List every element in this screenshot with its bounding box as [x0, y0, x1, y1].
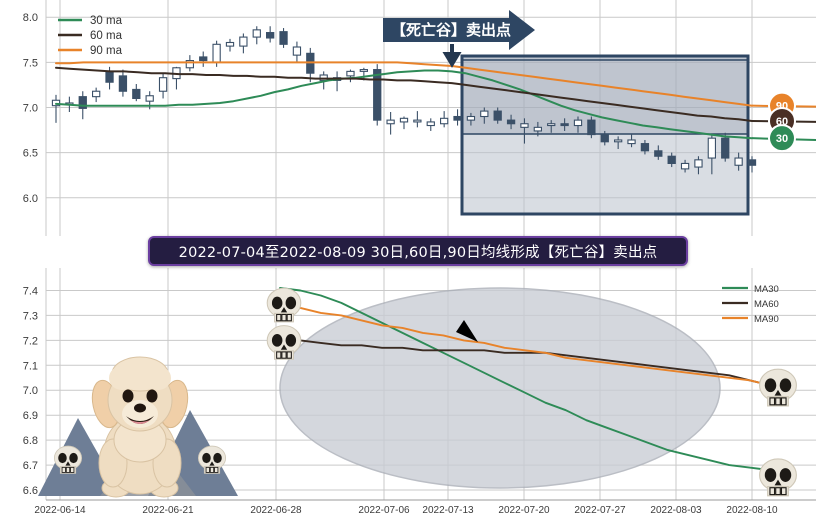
moving-average-lines: [55, 61, 816, 141]
svg-text:8.0: 8.0: [23, 12, 38, 24]
svg-text:7.0: 7.0: [23, 385, 38, 397]
svg-text:2022-08-03: 2022-08-03: [650, 505, 702, 516]
svg-text:30: 30: [776, 133, 788, 145]
svg-text:2022-07-27: 2022-07-27: [574, 505, 626, 516]
bottom-chart-y-axis-labels: 7.4 7.3 7.2 7.1 7.0 6.9 6.8 6.7 6.6: [23, 285, 38, 497]
svg-text:2022-08-10: 2022-08-10: [726, 505, 778, 516]
pointer-arrow: [395, 286, 478, 342]
poodle-illustration: [38, 356, 238, 498]
chart-title-text: 2022-07-04至2022-08-09 30日,60日,90日均线形成【死亡…: [178, 244, 658, 261]
svg-text:30 ma: 30 ma: [90, 15, 123, 27]
svg-text:MA90: MA90: [754, 314, 779, 325]
svg-text:7.0: 7.0: [23, 102, 38, 114]
svg-text:7.5: 7.5: [23, 57, 38, 69]
svg-text:6.8: 6.8: [23, 435, 38, 447]
death-valley-annotation: 【死亡谷】卖出点: [383, 10, 535, 68]
svg-text:60 ma: 60 ma: [90, 30, 123, 42]
svg-text:6.6: 6.6: [23, 485, 38, 497]
bottom-ma-lines: [279, 287, 771, 472]
svg-text:6.7: 6.7: [23, 460, 38, 472]
bottom-chart-legend: MA30 MA60 MA90: [722, 284, 779, 325]
svg-text:2022-06-14: 2022-06-14: [34, 505, 86, 516]
svg-text:6.0: 6.0: [23, 193, 38, 205]
svg-text:2022-07-20: 2022-07-20: [498, 505, 550, 516]
top-chart-y-axis-labels: 8.0 7.5 7.0 6.5 6.0: [23, 12, 38, 205]
svg-text:7.1: 7.1: [23, 360, 38, 372]
chart-title-banner: 2022-07-04至2022-08-09 30日,60日,90日均线形成【死亡…: [148, 236, 688, 266]
svg-text:90 ma: 90 ma: [90, 45, 123, 57]
svg-text:6.5: 6.5: [23, 148, 38, 160]
svg-text:7.2: 7.2: [23, 335, 38, 347]
svg-text:7.4: 7.4: [23, 285, 38, 297]
svg-text:2022-06-28: 2022-06-28: [250, 505, 302, 516]
svg-text:【死亡谷】卖出点: 【死亡谷】卖出点: [391, 21, 511, 39]
svg-text:MA30: MA30: [754, 284, 779, 295]
svg-text:6.9: 6.9: [23, 410, 38, 422]
svg-text:2022-07-06: 2022-07-06: [358, 505, 410, 516]
svg-text:2022-07-13: 2022-07-13: [422, 505, 474, 516]
death-valley-ellipse: [279, 287, 721, 489]
x-axis: 2022-06-14 2022-06-21 2022-06-28 2022-07-06…: [34, 505, 778, 516]
svg-text:2022-06-21: 2022-06-21: [142, 505, 194, 516]
top-chart-legend: 30 ma 60 ma 90 ma: [58, 15, 123, 57]
svg-text:MA60: MA60: [754, 299, 779, 310]
svg-text:7.3: 7.3: [23, 310, 38, 322]
ma-detail-chart-panel: 7.4 7.3 7.2 7.1 7.0 6.9 6.8 6.7 6.6 MA30 MA60 MA90: [0, 258, 816, 510]
skull-markers: [266, 287, 797, 497]
x-axis-tick-labels: 2022-06-14 2022-06-21 2022-06-28 2022-07-06…: [34, 505, 778, 516]
